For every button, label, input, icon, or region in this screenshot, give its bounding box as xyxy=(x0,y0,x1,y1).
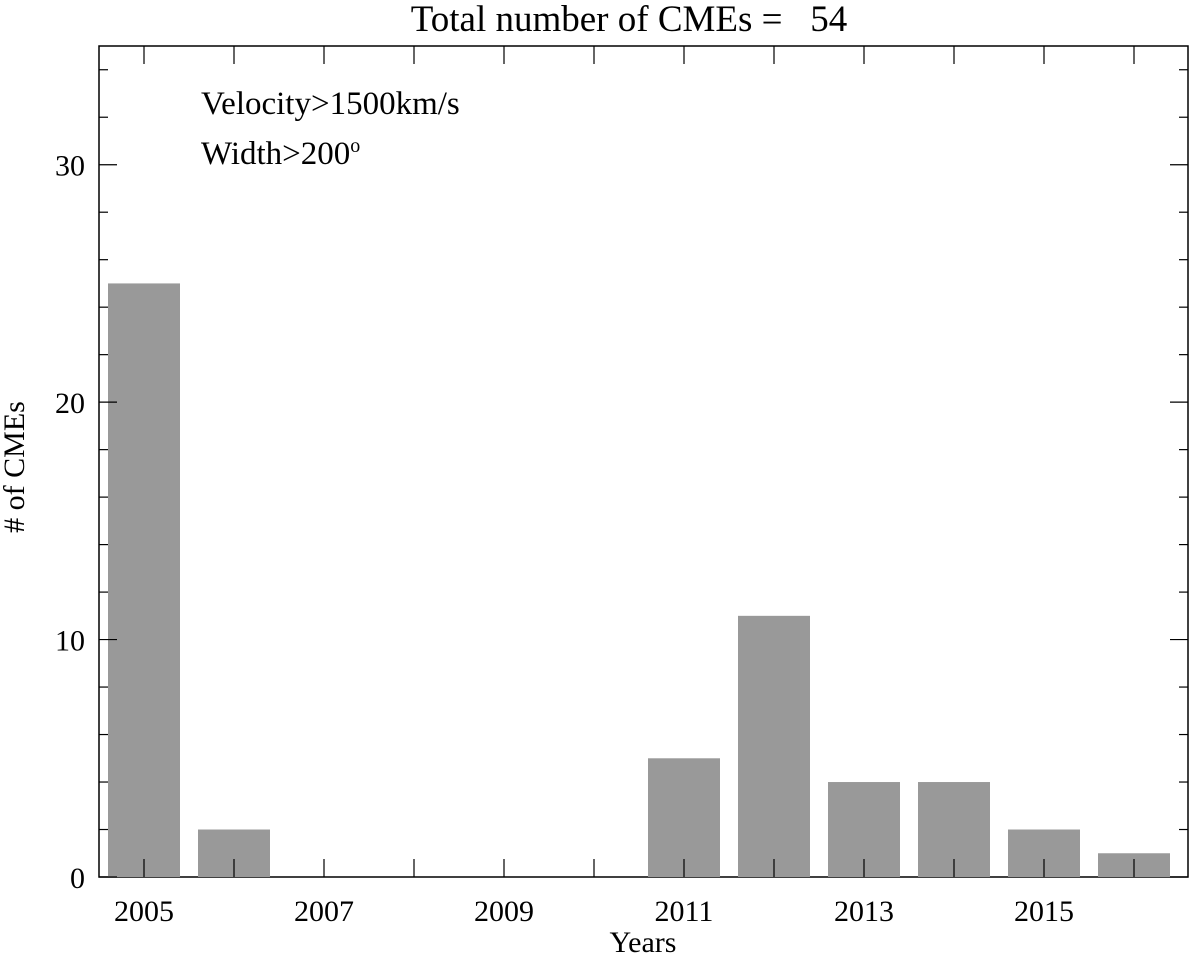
chart-title: Total number of CMEs = 54 xyxy=(0,0,1200,40)
y-tick-label-20: 20 xyxy=(55,387,85,420)
y-tick-label-10: 10 xyxy=(55,625,85,658)
width-annotation: Width>200o xyxy=(201,135,360,173)
bar-2011 xyxy=(648,758,720,877)
title-prefix: Total number of CMEs = xyxy=(410,0,783,40)
x-tick-label-2007: 2007 xyxy=(294,895,354,928)
y-axis-label: # of CMEs xyxy=(0,401,31,533)
bar-2012 xyxy=(738,615,810,877)
y-tick-label-30: 30 xyxy=(55,150,85,183)
width-annotation-text: Width>200 xyxy=(201,136,351,172)
x-tick-label-2005: 2005 xyxy=(114,895,174,928)
velocity-annotation: Velocity>1500km/s xyxy=(201,86,460,122)
degree-superscript: o xyxy=(350,135,361,157)
x-tick-label-2013: 2013 xyxy=(834,895,894,928)
y-tick-label-0: 0 xyxy=(70,862,85,895)
x-tick-label-2009: 2009 xyxy=(474,895,534,928)
plot-frame xyxy=(98,45,1189,878)
x-axis-label: Years xyxy=(609,926,677,959)
x-tick-label-2011: 2011 xyxy=(655,895,714,928)
bar-2005 xyxy=(108,283,180,877)
x-tick-label-2015: 2015 xyxy=(1014,895,1074,928)
title-total-value: 54 xyxy=(810,0,848,40)
